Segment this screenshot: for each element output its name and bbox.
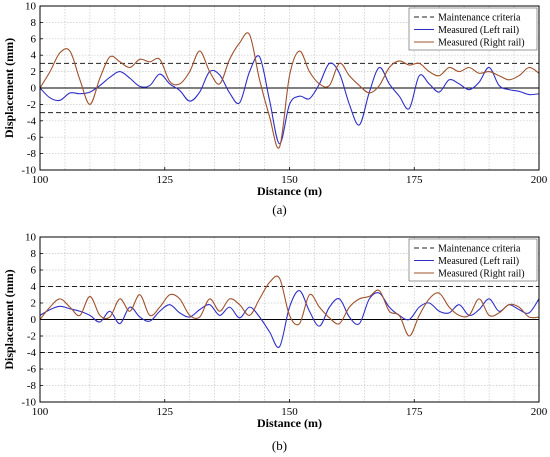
y-tick-label: -4 [27, 115, 37, 127]
series-line-left-rail [39, 55, 540, 145]
y-tick-label: 6 [31, 33, 37, 45]
y-tick-label: -4 [27, 347, 37, 359]
y-tick-label: -8 [27, 380, 37, 392]
x-tick-label: 125 [157, 174, 174, 186]
legend-label-left-rail: Measured (Left rail) [438, 256, 519, 267]
y-tick-label: -10 [21, 397, 36, 409]
x-tick-label: 175 [406, 406, 423, 418]
y-tick-label: -2 [27, 99, 36, 111]
chart-panel-1: -10 -8 -6 -4 -2 0 2 4 6 8 10 100 125 150 175 200 Distanc… [2, 1, 548, 218]
series-line-right-rail [39, 32, 540, 149]
y-tick-label: 2 [31, 66, 37, 78]
y-tick-label: 4 [31, 50, 37, 62]
y-tick-label: 0 [31, 314, 37, 326]
x-tick-label: 150 [281, 406, 298, 418]
x-tick-label: 175 [406, 174, 423, 186]
panel-label: (b) [272, 438, 287, 453]
legend-label-maintenance-criteria: Maintenance criteria [438, 244, 521, 255]
y-tick-label: 6 [31, 265, 37, 277]
y-tick-label: 10 [25, 1, 37, 13]
y-tick-label: -6 [27, 364, 37, 376]
x-tick-label: 125 [157, 406, 174, 418]
x-axis-label: Distance (m) [257, 184, 322, 198]
legend-label-left-rail: Measured (Left rail) [438, 25, 519, 36]
y-axis-label: Displacement (mm) [2, 38, 16, 138]
series-line-left-rail [39, 290, 540, 349]
y-axis-label: Displacement (mm) [2, 269, 16, 369]
panel-label: (a) [272, 202, 286, 217]
y-tick-label: 0 [31, 83, 37, 95]
legend-label-maintenance-criteria: Maintenance criteria [438, 13, 521, 24]
x-tick-label: 200 [531, 174, 548, 186]
x-axis-label: Distance (m) [257, 416, 322, 430]
y-tick-label: -2 [27, 331, 36, 343]
y-tick-label: 2 [31, 298, 37, 310]
x-tick-label: 150 [281, 174, 298, 186]
y-tick-label: -8 [27, 148, 37, 160]
x-tick-label: 200 [531, 406, 548, 418]
y-tick-label: 8 [31, 17, 37, 29]
chart-panel-2: -10 -8 -6 -4 -2 0 2 4 6 8 10 100 125 150 175 200 Distanc… [2, 232, 548, 454]
y-tick-label: 8 [31, 248, 37, 260]
legend-label-right-rail: Measured (Right rail) [438, 38, 525, 49]
x-tick-label: 100 [32, 174, 49, 186]
y-tick-label: 4 [31, 281, 37, 293]
y-tick-label: -10 [21, 165, 36, 177]
legend-label-right-rail: Measured (Right rail) [438, 269, 525, 280]
y-tick-label: -6 [27, 132, 37, 144]
series-line-right-rail [39, 275, 540, 337]
x-tick-label: 100 [32, 406, 49, 418]
y-tick-label: 10 [25, 232, 37, 244]
